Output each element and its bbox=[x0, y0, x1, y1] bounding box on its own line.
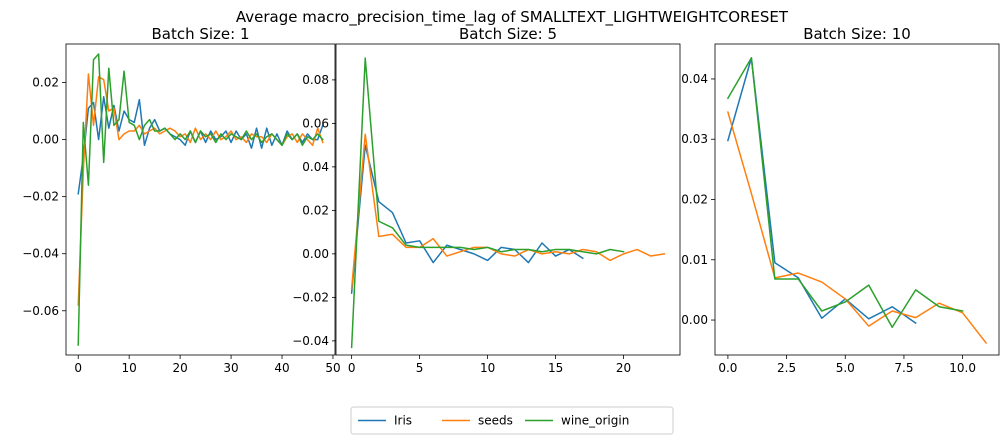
x-tick-label: 7.5 bbox=[894, 361, 913, 375]
subplot-title: Batch Size: 10 bbox=[803, 25, 911, 43]
x-tick-label: 10 bbox=[122, 361, 137, 375]
y-tick-label: 0.02 bbox=[681, 193, 708, 207]
y-tick-label: −0.04 bbox=[22, 247, 59, 261]
y-tick-label: 0.00 bbox=[32, 133, 59, 147]
figure-title: Average macro_precision_time_lag of SMAL… bbox=[236, 8, 789, 27]
subplot-1: Batch Size: 1 0 10 20 30 40 50 −0.06 −0.04 −0.02 0… bbox=[22, 25, 340, 375]
series-line-seeds bbox=[726, 111, 988, 345]
legend-box bbox=[350, 406, 674, 435]
subplot-title: Batch Size: 5 bbox=[459, 25, 557, 43]
subplot-title: Batch Size: 1 bbox=[151, 25, 249, 43]
y-tick-label: 0.08 bbox=[302, 73, 329, 87]
x-tick-label: 5.0 bbox=[836, 361, 855, 375]
x-tick-label: 0 bbox=[74, 361, 82, 375]
x-tick-label: 20 bbox=[616, 361, 631, 375]
plot-frame bbox=[65, 43, 336, 356]
y-tick-label: 0.02 bbox=[302, 203, 329, 217]
y-tick-label: 0.04 bbox=[681, 72, 708, 86]
series-line-seeds bbox=[350, 133, 666, 290]
y-tick-label: 0.06 bbox=[302, 116, 329, 130]
x-tick-label: 2.5 bbox=[777, 361, 796, 375]
x-tick-label: 10.0 bbox=[949, 361, 976, 375]
x-tick-label: 40 bbox=[274, 361, 289, 375]
series-line-wine-origin bbox=[77, 53, 324, 346]
subplots: Batch Size: 10 10 20 30 40 50−0.06−0.04−0.020… bbox=[22, 25, 1000, 375]
subplot-2: Batch Size: 5 0 5 10 15 20 −0.04 −0.02 0.00 0.02 0… bbox=[292, 25, 681, 375]
x-tick-label: 0 bbox=[348, 361, 356, 375]
legend-label-seeds: seeds bbox=[478, 414, 513, 428]
legend-label-wine-origin: wine_origin bbox=[561, 414, 629, 428]
x-tick-label: 20 bbox=[172, 361, 187, 375]
legend-label-iris: Iris bbox=[394, 414, 412, 428]
y-tick-label: −0.04 bbox=[292, 334, 329, 348]
y-tick-label: 0.02 bbox=[32, 76, 59, 90]
y-tick-label: 0.04 bbox=[302, 160, 329, 174]
y-tick-label: 0.00 bbox=[681, 313, 708, 327]
y-tick-label: 0.01 bbox=[681, 253, 708, 267]
plot-frame bbox=[335, 43, 681, 356]
x-tick-label: 50 bbox=[325, 361, 340, 375]
x-tick-label: 0.0 bbox=[718, 361, 737, 375]
x-tick-label: 30 bbox=[223, 361, 238, 375]
series-line-iris bbox=[350, 144, 584, 294]
y-tick-label: −0.06 bbox=[22, 304, 59, 318]
y-tick-label: −0.02 bbox=[22, 190, 59, 204]
series-line-wine-origin bbox=[726, 57, 964, 329]
y-tick-label: −0.02 bbox=[292, 290, 329, 304]
series-line-wine-origin bbox=[350, 57, 625, 349]
legend: Iris seeds wine_origin bbox=[350, 406, 674, 435]
x-tick-label: 5 bbox=[416, 361, 424, 375]
x-tick-label: 15 bbox=[548, 361, 563, 375]
subplot-3: Batch Size: 10 0.0 2.5 5.0 7.5 10.0 0.00 0.01 0.… bbox=[681, 25, 1000, 375]
y-tick-label: 0.03 bbox=[681, 132, 708, 146]
x-tick-label: 10 bbox=[480, 361, 495, 375]
y-tick-label: 0.00 bbox=[302, 247, 329, 261]
